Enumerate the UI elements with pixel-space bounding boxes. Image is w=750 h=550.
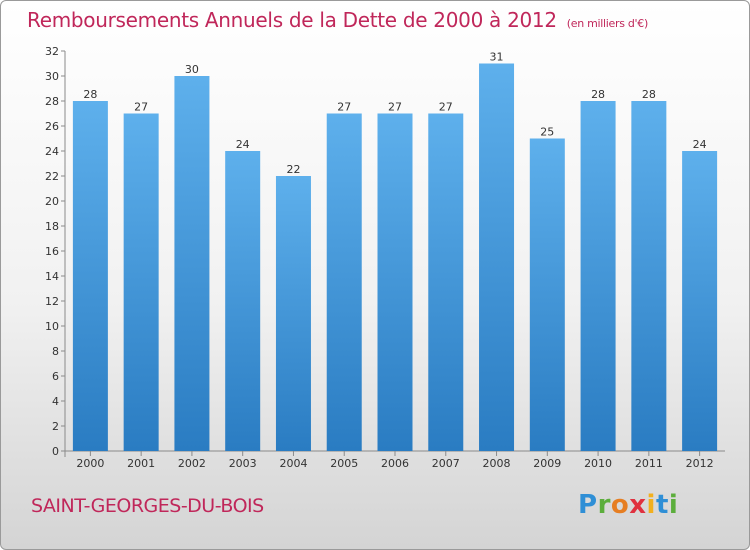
bar — [72, 101, 108, 451]
y-tick-label: 10 — [45, 320, 59, 333]
x-tick-label: 2009 — [533, 457, 561, 470]
logo-letter: r — [597, 490, 611, 520]
bar — [631, 101, 667, 451]
y-tick-label: 18 — [45, 220, 59, 233]
y-tick-label: 2 — [52, 420, 59, 433]
data-label: 31 — [490, 51, 504, 64]
x-tick-label: 2012 — [686, 457, 714, 470]
data-label: 28 — [83, 88, 97, 101]
x-tick-label: 2006 — [381, 457, 409, 470]
bar — [682, 151, 718, 451]
logo-letter: i — [646, 490, 656, 520]
data-label: 24 — [236, 138, 250, 151]
y-tick-label: 28 — [45, 95, 59, 108]
y-tick-label: 4 — [52, 395, 59, 408]
bar — [123, 113, 159, 451]
bar — [326, 113, 362, 451]
y-tick-label: 12 — [45, 295, 59, 308]
y-tick-label: 16 — [45, 245, 59, 258]
bar — [580, 101, 616, 451]
x-tick-label: 2000 — [76, 457, 104, 470]
data-label: 28 — [591, 88, 605, 101]
proxiti-logo: Proxiti — [578, 490, 678, 520]
data-label: 28 — [642, 88, 656, 101]
x-tick-label: 2010 — [584, 457, 612, 470]
x-tick-label: 2005 — [330, 457, 358, 470]
data-label: 27 — [439, 101, 453, 114]
y-tick-label: 20 — [45, 195, 59, 208]
bar — [377, 113, 413, 451]
y-tick-label: 0 — [52, 445, 59, 458]
data-label: 27 — [388, 101, 402, 114]
chart-title: Remboursements Annuels de la Dette de 20… — [27, 8, 648, 32]
logo-letter: x — [629, 490, 647, 520]
data-label: 27 — [134, 101, 148, 114]
bar — [174, 76, 210, 451]
y-tick-label: 30 — [45, 70, 59, 83]
logo-letter: o — [610, 490, 630, 520]
x-tick-label: 2008 — [483, 457, 511, 470]
x-tick-label: 2004 — [279, 457, 307, 470]
data-label: 25 — [540, 126, 554, 139]
chart-title-text: Remboursements Annuels de la Dette de 20… — [27, 8, 557, 32]
bar — [225, 151, 261, 451]
y-tick-label: 22 — [45, 170, 59, 183]
logo-letter: t — [655, 490, 669, 520]
data-label: 30 — [185, 63, 199, 76]
x-tick-label: 2011 — [635, 457, 663, 470]
logo-letter: P — [578, 490, 598, 520]
bar — [428, 113, 464, 451]
place-name: SAINT-GEORGES-DU-BOIS — [31, 495, 264, 517]
x-tick-label: 2001 — [127, 457, 155, 470]
y-tick-label: 14 — [45, 270, 59, 283]
y-tick-label: 8 — [52, 345, 59, 358]
data-label: 22 — [286, 163, 300, 176]
y-tick-label: 32 — [45, 45, 59, 58]
logo-letter: i — [668, 490, 679, 520]
y-tick-label: 26 — [45, 120, 59, 133]
x-tick-label: 2003 — [229, 457, 257, 470]
data-label: 27 — [337, 101, 351, 114]
chart-subtitle: (en milliers d'€) — [566, 17, 648, 30]
x-tick-label: 2007 — [432, 457, 460, 470]
bar — [275, 176, 311, 451]
data-label: 24 — [693, 138, 707, 151]
x-tick-label: 2002 — [178, 457, 206, 470]
bar — [479, 63, 515, 451]
bar — [529, 138, 565, 451]
y-tick-label: 6 — [52, 370, 59, 383]
y-tick-label: 24 — [45, 145, 59, 158]
